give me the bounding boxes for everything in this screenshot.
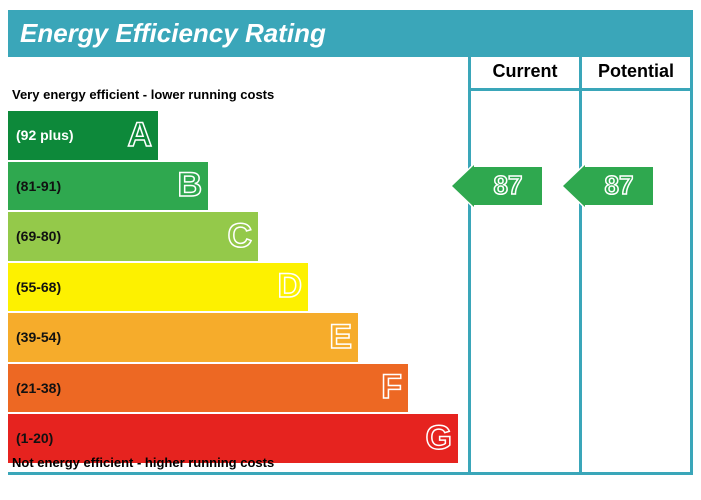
chart-body: Very energy efficient - lower running co… bbox=[8, 57, 693, 475]
rating-arrow-current: 87 bbox=[452, 165, 544, 207]
arrow-tip-icon bbox=[563, 165, 585, 207]
band-row-e: (39-54) E bbox=[8, 313, 358, 362]
rating-value-current: 87 bbox=[474, 165, 544, 207]
band-range-d: (55-68) bbox=[8, 279, 61, 295]
band-letter-e: E bbox=[329, 318, 352, 357]
band-range-e: (39-54) bbox=[8, 329, 61, 345]
band-letter-a: A bbox=[127, 116, 152, 155]
band-row-c: (69-80) C bbox=[8, 212, 258, 261]
band-letter-d: D bbox=[277, 267, 302, 306]
band-letter-b: B bbox=[177, 166, 202, 205]
column-current-header: Current bbox=[471, 57, 579, 91]
bands-container: (92 plus) A (81-91) B (69-80) C (55-68) D (39-54… bbox=[8, 111, 468, 465]
band-range-b: (81-91) bbox=[8, 178, 61, 194]
band-letter-f: F bbox=[381, 368, 402, 407]
column-potential-header: Potential bbox=[582, 57, 690, 91]
band-range-a: (92 plus) bbox=[8, 127, 74, 143]
epc-chart: Energy Efficiency Rating Very energy eff… bbox=[0, 0, 701, 500]
band-range-c: (69-80) bbox=[8, 228, 61, 244]
band-row-b: (81-91) B bbox=[8, 162, 208, 211]
band-range-f: (21-38) bbox=[8, 380, 61, 396]
bottom-note: Not energy efficient - higher running co… bbox=[12, 455, 274, 470]
band-range-g: (1-20) bbox=[8, 430, 53, 446]
column-potential: Potential 87 bbox=[582, 57, 693, 472]
band-row-a: (92 plus) A bbox=[8, 111, 158, 160]
band-row-f: (21-38) F bbox=[8, 364, 408, 413]
rating-value-potential: 87 bbox=[585, 165, 655, 207]
chart-title: Energy Efficiency Rating bbox=[20, 18, 326, 48]
column-current: Current 87 bbox=[468, 57, 582, 472]
title-bar: Energy Efficiency Rating bbox=[8, 10, 693, 57]
rating-arrow-potential: 87 bbox=[563, 165, 655, 207]
bands-area: Very energy efficient - lower running co… bbox=[8, 57, 468, 472]
arrow-tip-icon bbox=[452, 165, 474, 207]
rating-columns: Current 87 Potential 87 bbox=[468, 57, 693, 472]
band-letter-g: G bbox=[426, 419, 452, 458]
band-letter-c: C bbox=[227, 217, 252, 256]
top-note: Very energy efficient - lower running co… bbox=[12, 87, 274, 102]
band-row-d: (55-68) D bbox=[8, 263, 308, 312]
